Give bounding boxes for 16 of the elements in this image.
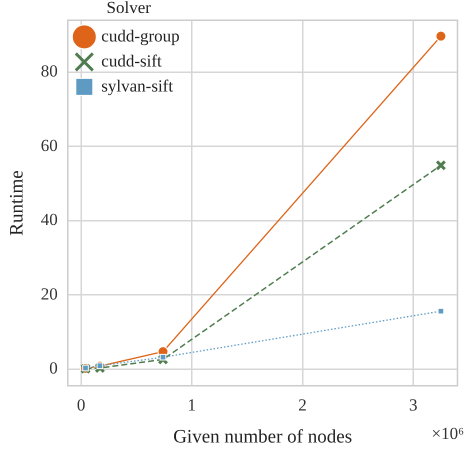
legend-title: Solver — [106, 0, 152, 17]
y-tick-label: 60 — [40, 136, 58, 155]
legend-label: cudd-sift — [101, 51, 162, 70]
x-tick-label: 2 — [298, 395, 307, 414]
y-axis-title: Runtime — [6, 170, 28, 236]
y-tick-label: 0 — [49, 358, 58, 378]
x-tick-label: 1 — [188, 395, 196, 414]
text: ×10⁶ — [431, 424, 464, 443]
legend-label: sylvan-sift — [101, 76, 174, 96]
x-tick-label: 0 — [76, 395, 86, 414]
y-tick-label: 40 — [40, 210, 58, 230]
legend-label: cudd-group — [101, 26, 180, 46]
y-tick-label: 80 — [40, 62, 58, 81]
x-tick-label: 3 — [408, 395, 418, 414]
y-tick-label: 20 — [40, 284, 58, 304]
x-axis-title: Given number of nodes — [173, 426, 352, 448]
